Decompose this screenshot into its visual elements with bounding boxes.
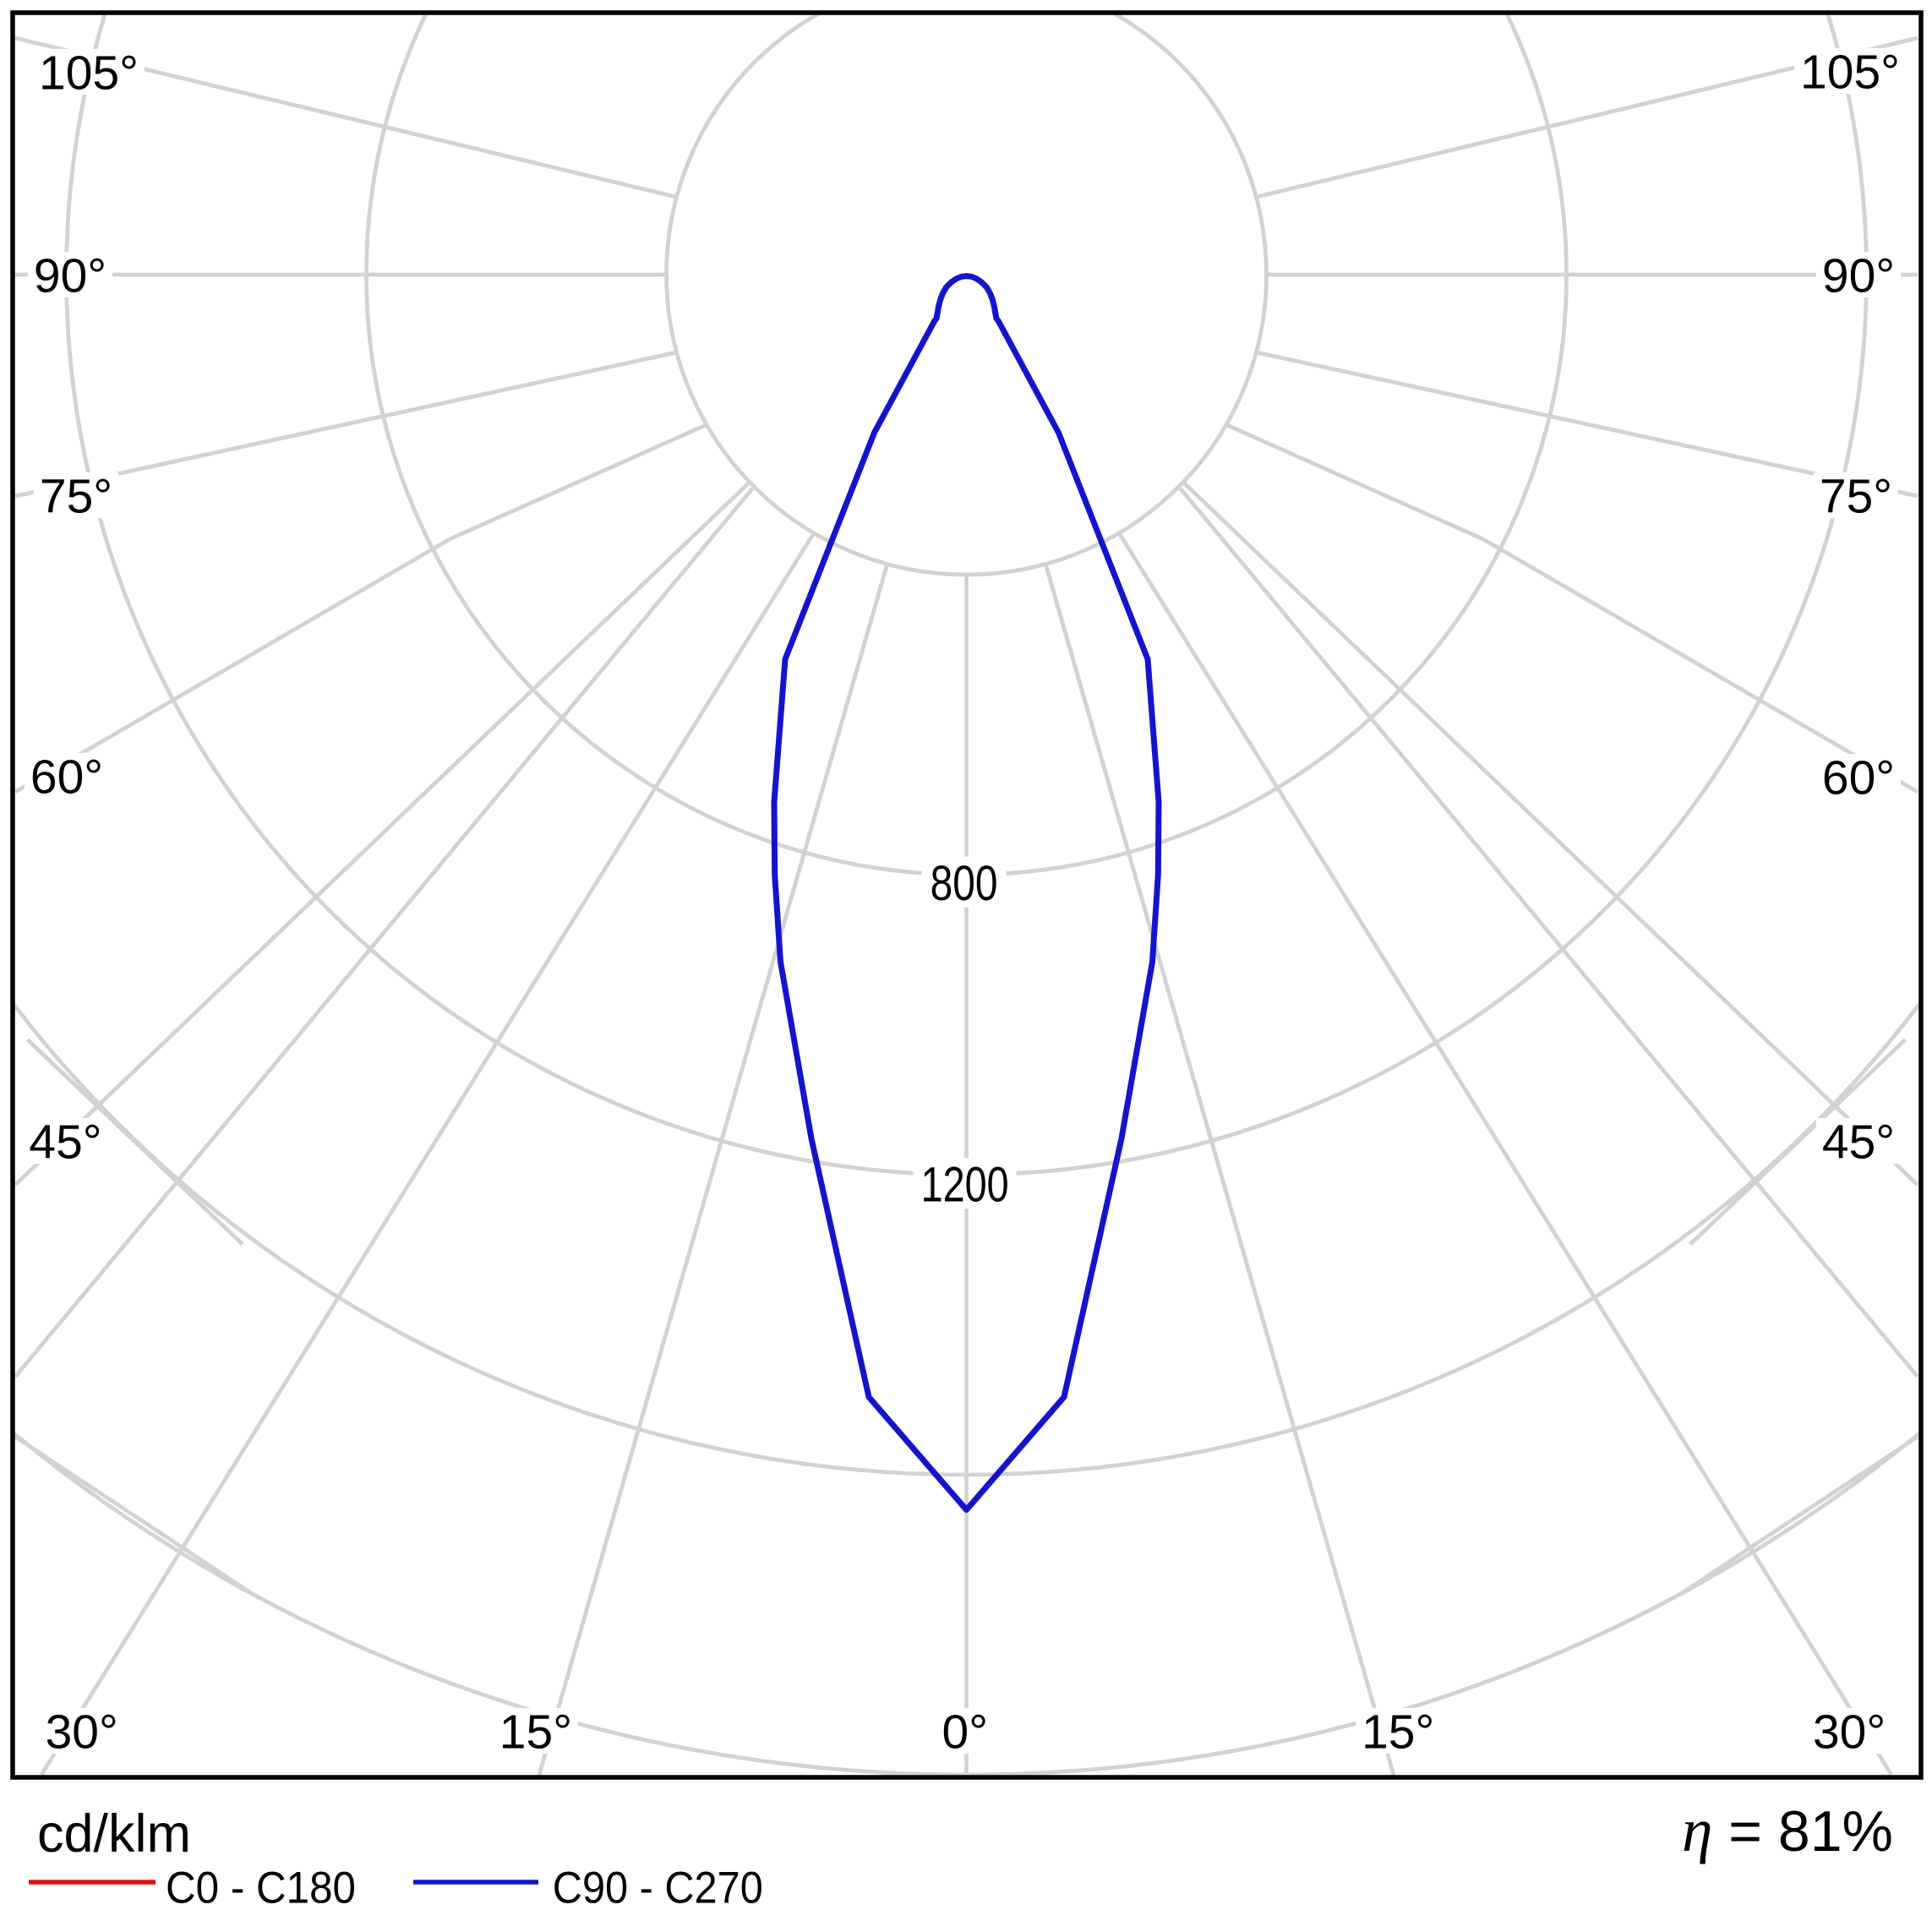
svg-text:800: 800 <box>931 856 998 911</box>
svg-text:45°: 45° <box>29 1116 101 1170</box>
svg-text:105°: 105° <box>1800 46 1900 100</box>
svg-text:15°: 15° <box>499 1706 572 1760</box>
svg-text:1200: 1200 <box>921 1158 1009 1213</box>
svg-text:60°: 60° <box>1822 751 1895 805</box>
svg-text:105°: 105° <box>39 46 139 101</box>
svg-text:90°: 90° <box>34 249 106 303</box>
svg-text:75°: 75° <box>40 470 112 524</box>
svg-text:30°: 30° <box>1813 1706 1886 1760</box>
svg-text:η = 81%: η = 81% <box>1682 1796 1893 1864</box>
svg-text:75°: 75° <box>1820 470 1892 524</box>
svg-text:90°: 90° <box>1822 249 1895 303</box>
svg-text:45°: 45° <box>1822 1116 1895 1170</box>
svg-text:C90 - C270: C90 - C270 <box>553 1864 763 1913</box>
svg-text:30°: 30° <box>46 1706 118 1760</box>
svg-text:0°: 0° <box>942 1706 989 1760</box>
svg-text:C0 - C180: C0 - C180 <box>166 1864 356 1913</box>
svg-text:60°: 60° <box>30 750 103 805</box>
svg-text:15°: 15° <box>1362 1706 1434 1760</box>
svg-text:cd/klm: cd/klm <box>37 1804 191 1864</box>
